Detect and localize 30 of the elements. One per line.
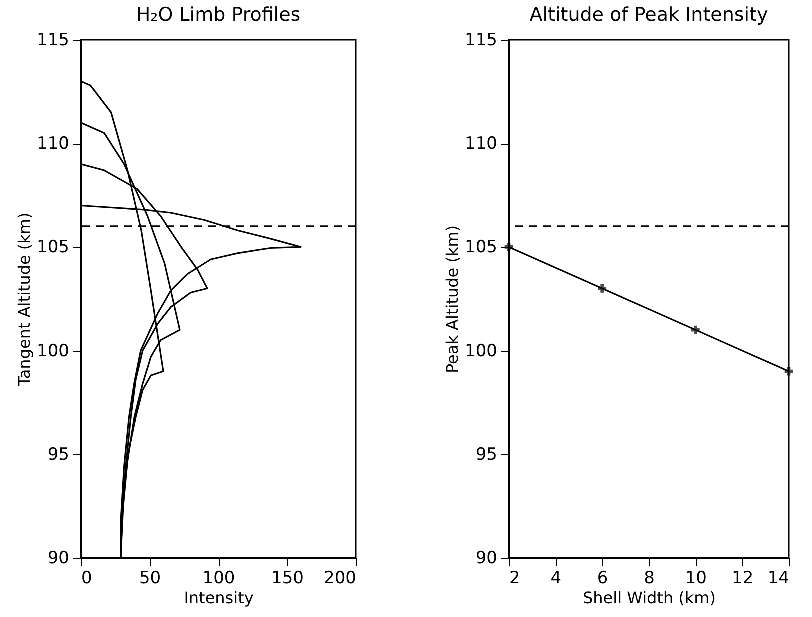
x-tick-label: 14 [768,568,790,588]
x-tick-label: 100 [202,568,236,588]
y-tick-label: 115 [37,30,70,50]
y-tick-label: 90 [48,548,70,568]
y-tick-label: 100 [37,341,70,362]
x-tick-label: 6 [597,568,608,588]
x-tick-label: 0 [82,568,92,588]
y-tick-label: 95 [48,444,70,465]
y-axis-title: Tangent Altitude (km) [15,212,34,388]
y-tick-label: 110 [37,134,70,154]
y-tick-label: 105 [37,238,70,258]
y-tick-label: 100 [465,341,498,362]
x-axis-title: Intensity [184,588,254,608]
y-tick-label: 110 [465,134,498,154]
y-tick-label: 95 [476,444,498,465]
x-axis-title: Shell Width (km) [582,588,716,608]
x-tick-label: 4 [550,568,562,588]
x-tick-label: 12 [732,568,754,588]
y-tick-label: 90 [476,548,498,568]
y-tick-label: 105 [465,238,498,258]
x-tick-label: 50 [139,568,162,588]
chart-title: H₂O Limb Profiles [136,4,301,26]
y-tick-label: 115 [465,30,498,50]
x-tick-label: 200 [324,568,356,588]
x-tick-label: 10 [685,568,707,588]
x-tick-label: 150 [272,568,304,588]
x-tick-label: 2 [510,568,520,588]
chart-title: Altitude of Peak Intensity [530,4,768,26]
x-tick-label: 8 [644,568,655,588]
y-axis-title: Peak Altitude (km) [443,225,462,374]
